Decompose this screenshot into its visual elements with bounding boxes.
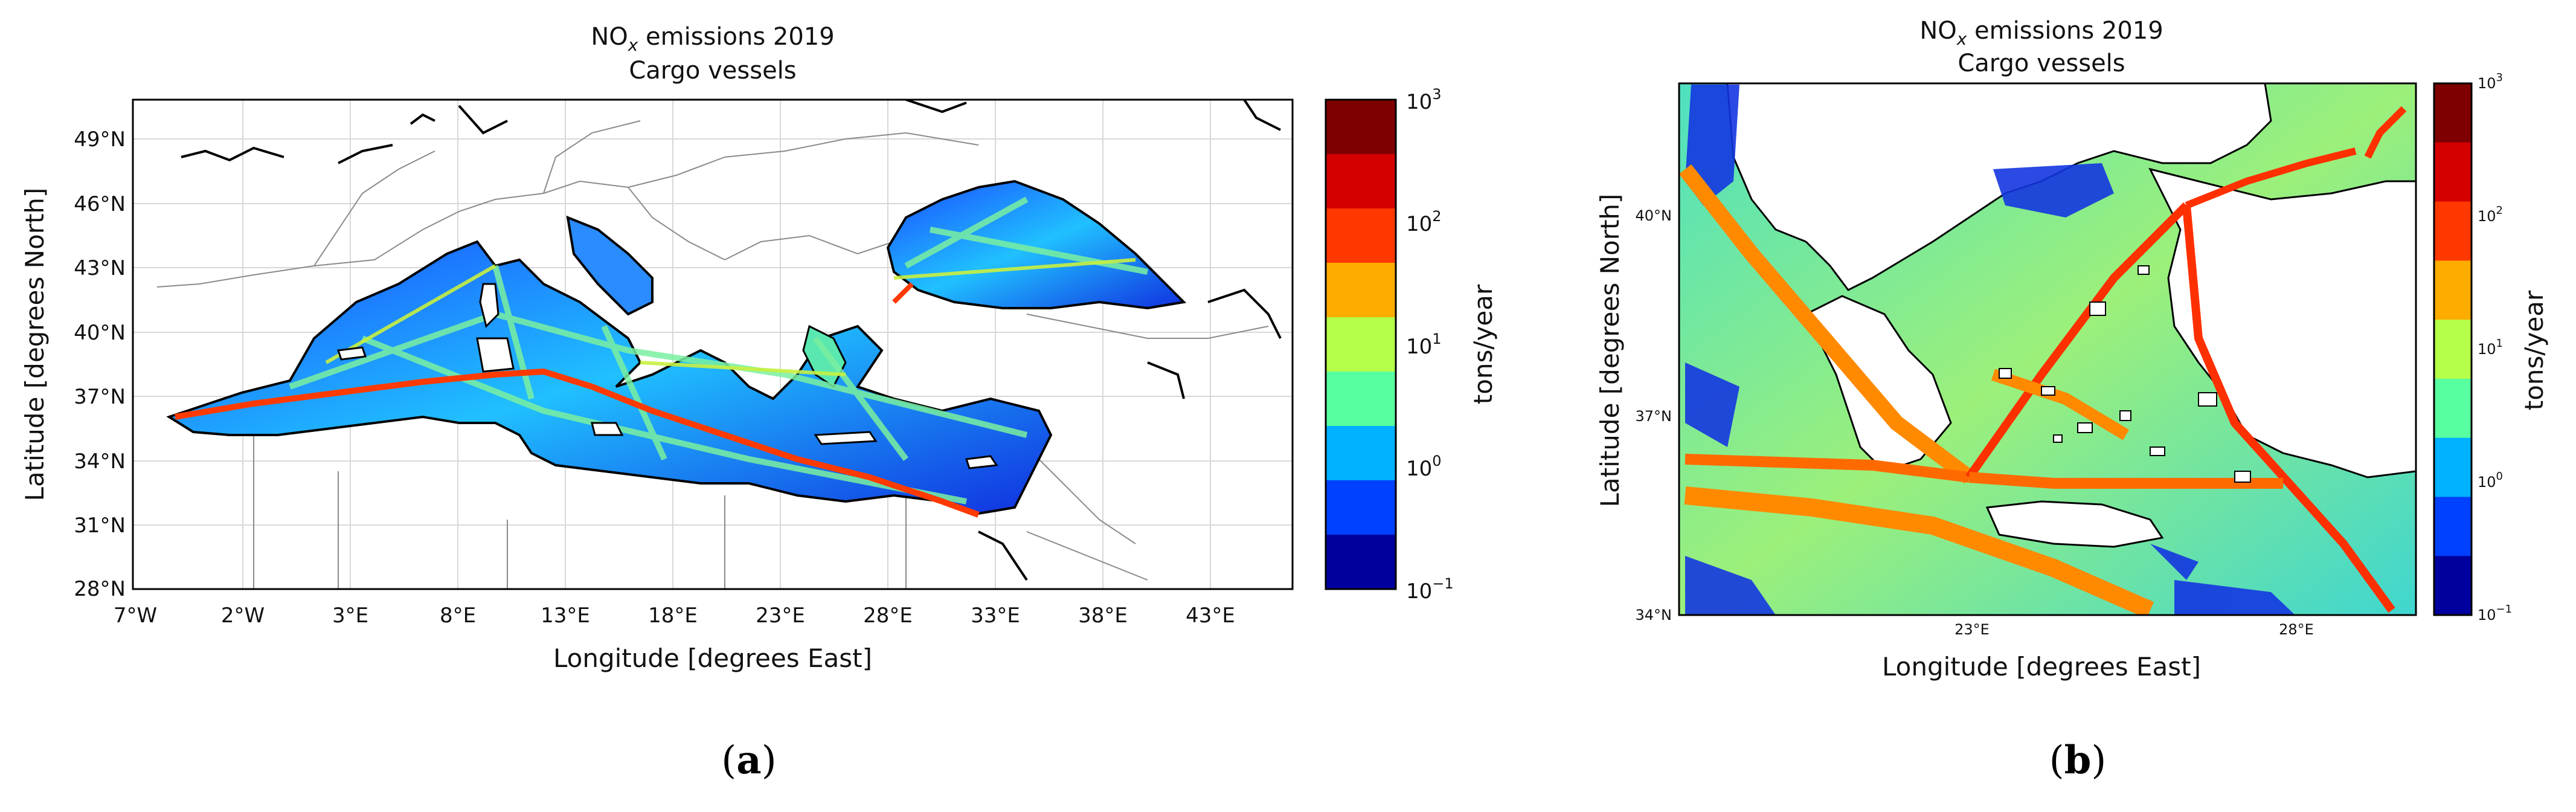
panel-b-cbar-tick: 102 <box>2478 204 2503 225</box>
panel-a-cbar-tick: 103 <box>1406 86 1442 114</box>
panel-b-anatolia-land <box>2148 167 2416 478</box>
panel-b-cbar-tick: 101 <box>2478 337 2503 358</box>
panel-b-ytick: 40°N <box>1636 207 1672 224</box>
panel-b-caption-label: (b) <box>2049 738 2107 783</box>
colorbar-level <box>2434 378 2472 439</box>
panel-a-frame <box>132 98 1294 590</box>
panel-b-colorbar-ticks: 103 102 101 100 10−1 <box>2478 71 2512 624</box>
panel-a-ytick: 34°N <box>74 450 126 474</box>
panel-a-cbar-tick: 102 <box>1406 208 1442 236</box>
panel-a-xtick: 8°E <box>440 604 476 628</box>
panel-a-cbar-tick: 10−1 <box>1406 575 1454 604</box>
colorbar-level <box>2434 556 2472 616</box>
colorbar-level <box>2434 83 2472 143</box>
panel-a-xtick: 18°E <box>648 604 698 628</box>
panel-a-ytick: 28°N <box>74 577 126 601</box>
colorbar-level <box>2434 142 2472 202</box>
panel-b-ylabel: Latitude [degrees North] <box>1595 194 1625 507</box>
colorbar-level <box>2434 260 2472 320</box>
colorbar-level <box>2434 201 2472 261</box>
panel-a-xtick: 23°E <box>756 604 805 628</box>
panel-b-y-ticks: 40°N 37°N 34°N <box>1636 207 1672 624</box>
colorbar-level <box>2434 497 2472 556</box>
panel-a-xtick: 28°E <box>863 604 913 628</box>
panel-b-colorbar-levels <box>2434 83 2472 616</box>
panel-a-title: NOx emissions 2019 <box>591 23 834 55</box>
colorbar-level <box>1326 263 1396 318</box>
panel-a-x-ticks: 7°W 2°W 3°E 8°E 13°E 18°E 23°E 28°E 33°E… <box>114 604 1235 628</box>
panel-a-ytick: 37°N <box>74 385 126 409</box>
colorbar-level <box>1326 100 1396 155</box>
colorbar-level <box>1326 154 1396 209</box>
panel-b-cbar-tick: 103 <box>2478 71 2503 92</box>
panel-a-xtick: 3°E <box>332 604 368 628</box>
panel-a-xtick: 33°E <box>971 604 1020 628</box>
panel-b-cbar-tick: 10−1 <box>2478 603 2512 624</box>
panel-a-ytick: 40°N <box>74 321 126 345</box>
panel-b-xtick: 23°E <box>1954 621 1990 638</box>
panel-a-colorbar: 103 102 101 100 10−1 tons/year <box>1325 86 1498 604</box>
colorbar-level <box>1326 317 1396 372</box>
panel-a-ytick: 49°N <box>74 127 126 152</box>
panel-b-subtitle: Cargo vessels <box>1958 50 2125 77</box>
panel-b: NOx emissions 2019 Cargo vessels <box>1595 17 2549 783</box>
panel-a-colorbar-ticks: 103 102 101 100 10−1 <box>1406 86 1454 604</box>
panel-a-caption-label: (a) <box>721 738 776 783</box>
panel-a-xtick: 2°W <box>221 604 265 628</box>
panel-a-ytick: 43°N <box>74 256 126 280</box>
panel-a: NOx emissions 2019 Cargo vessels <box>20 23 1498 783</box>
panel-b-map <box>1679 83 2416 615</box>
colorbar-level <box>1326 208 1396 263</box>
colorbar-level <box>1326 372 1396 427</box>
panel-a-ytick: 31°N <box>74 514 126 538</box>
panel-a-xtick: 43°E <box>1186 604 1235 628</box>
panel-b-title: NOx emissions 2019 <box>1919 17 2163 49</box>
panel-b-islands <box>1999 265 2251 483</box>
panel-b-colorbar: 103 102 101 100 10−1 tons/year <box>2433 71 2549 624</box>
panel-a-cbar-tick: 100 <box>1406 453 1442 481</box>
panel-a-ylabel: Latitude [degrees North] <box>20 188 50 501</box>
panel-a-map <box>133 100 1293 589</box>
panel-b-xlabel: Longitude [degrees East] <box>1882 652 2201 682</box>
panel-a-xtick: 38°E <box>1078 604 1128 628</box>
panel-b-crete-land <box>1985 500 2164 548</box>
panel-b-frame <box>1678 82 2417 616</box>
panel-a-xtick: 7°W <box>114 604 157 628</box>
panel-b-ytick: 34°N <box>1636 607 1672 624</box>
panel-a-subtitle: Cargo vessels <box>629 57 796 85</box>
panel-a-xlabel: Longitude [degrees East] <box>553 643 872 673</box>
panel-b-xtick: 28°E <box>2279 621 2314 638</box>
panel-b-ytick: 37°N <box>1636 408 1672 425</box>
colorbar-level <box>1326 535 1396 590</box>
panel-a-country-borders <box>156 120 1269 589</box>
colorbar-level <box>1326 480 1396 535</box>
panel-a-cbar-tick: 101 <box>1406 330 1442 359</box>
panel-a-colorbar-levels <box>1326 100 1396 590</box>
panel-b-shipping-routes <box>1679 106 2407 615</box>
panel-a-ytick: 46°N <box>74 192 126 216</box>
panel-b-cbar-tick: 100 <box>2478 470 2503 491</box>
panel-b-colorbar-label: tons/year <box>2519 290 2549 410</box>
panel-a-xtick: 13°E <box>541 604 590 628</box>
panel-a-colorbar-label: tons/year <box>1468 284 1498 404</box>
colorbar-level <box>1326 426 1396 481</box>
panel-a-coastlines <box>181 100 1282 581</box>
panel-a-emission-field <box>166 179 1187 518</box>
panel-a-y-ticks: 49°N 46°N 43°N 40°N 37°N 34°N 31°N 28°N <box>74 127 126 601</box>
colorbar-level <box>2434 320 2472 379</box>
colorbar-level <box>2434 437 2472 497</box>
panel-b-low-emission-areas <box>1685 85 2295 615</box>
panel-b-x-ticks: 23°E 28°E <box>1954 621 2314 638</box>
